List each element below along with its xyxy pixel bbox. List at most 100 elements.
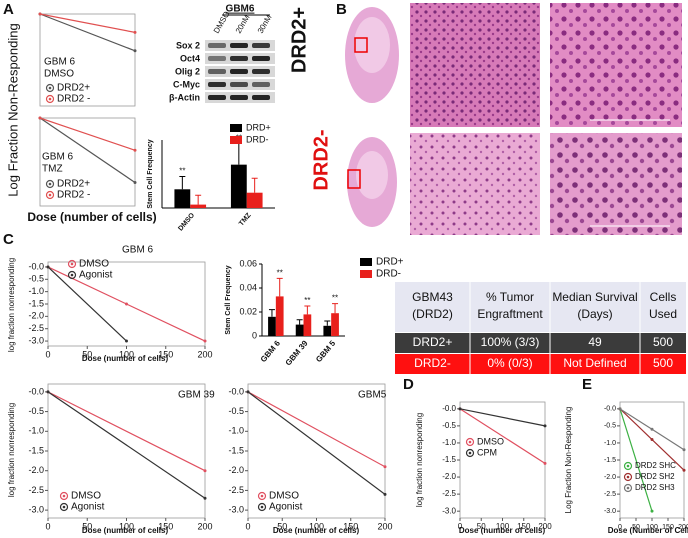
significance: ** bbox=[304, 296, 310, 305]
bar bbox=[268, 316, 276, 336]
series-line bbox=[459, 408, 546, 464]
band bbox=[230, 69, 248, 74]
band bbox=[208, 43, 226, 48]
legend-marker bbox=[45, 94, 55, 104]
legend-label: DMSO bbox=[477, 436, 504, 446]
point bbox=[46, 265, 50, 269]
x-tick-label: 100 bbox=[119, 349, 134, 359]
error-bar bbox=[195, 194, 202, 205]
lane-label: 20nM bbox=[234, 13, 252, 35]
plot-frame bbox=[459, 401, 546, 519]
series-line bbox=[39, 117, 136, 184]
error-bar bbox=[179, 176, 186, 190]
panel-label: C bbox=[3, 231, 14, 248]
row-label: Oct4 bbox=[180, 53, 200, 63]
band bbox=[252, 69, 270, 74]
y-tick-label: 0 bbox=[252, 330, 257, 340]
lane-label: 30nM bbox=[256, 13, 274, 35]
chart: -0.0 -0.5 -1.0 -1.5 -2.0 -2.5 -3.00 50 100 150 200… bbox=[7, 245, 212, 363]
x-tick-label: 0 bbox=[458, 522, 463, 531]
chart: -0.0 -0.5 -1.0 -1.5 -2.0 -2.5 -3.00 50 100 150 200… bbox=[228, 383, 393, 535]
legend-swatch bbox=[230, 136, 242, 144]
point bbox=[133, 49, 137, 53]
x-axis-label: Dose (number of cells) bbox=[459, 526, 546, 535]
legend-label: Agonist bbox=[71, 502, 105, 513]
band bbox=[252, 43, 270, 48]
x-tick-label: 150 bbox=[662, 524, 674, 531]
lane-label: DMSO bbox=[212, 10, 232, 35]
y-tick-label: -1.0 bbox=[442, 438, 456, 447]
y-axis-label: Stem Cell Frequency bbox=[225, 265, 232, 334]
legend-marker-dot bbox=[468, 451, 472, 455]
bar bbox=[303, 314, 312, 336]
point bbox=[650, 427, 654, 431]
chart-title: GBM 6 bbox=[42, 152, 74, 163]
legend-swatch bbox=[360, 258, 372, 266]
x-tick-label: 200 bbox=[197, 521, 212, 531]
error-bar bbox=[268, 309, 275, 317]
x-tick-label: 100 bbox=[646, 524, 658, 531]
x-axis-label: Dose (number of cells) bbox=[273, 526, 360, 535]
x-tick-label: 50 bbox=[477, 522, 486, 531]
x-tick-label: DMSO bbox=[177, 212, 196, 233]
legend-marker-dot bbox=[70, 273, 74, 277]
brain-section-inner bbox=[354, 17, 390, 73]
legend-marker-dot bbox=[260, 505, 264, 509]
header-cell: (Days) bbox=[577, 307, 612, 321]
bar bbox=[275, 296, 284, 336]
legend-marker-dot bbox=[48, 86, 52, 90]
cell: DRD2- bbox=[414, 356, 451, 370]
point bbox=[133, 181, 137, 185]
legend-marker-dot bbox=[48, 182, 52, 186]
legend-label: DRD+ bbox=[246, 122, 271, 132]
legend-marker bbox=[623, 461, 633, 471]
point bbox=[125, 339, 128, 343]
x-tick-label: 100 bbox=[119, 521, 134, 531]
band bbox=[230, 43, 248, 48]
histology-image bbox=[410, 3, 540, 127]
plot-frame bbox=[247, 383, 386, 519]
legend-marker-dot bbox=[70, 262, 74, 266]
y-tick-label: -0.0 bbox=[604, 406, 616, 413]
cell: 100% (3/3) bbox=[481, 335, 540, 349]
x-tick-label: 100 bbox=[496, 522, 510, 531]
x-tick-label: GBM 5 bbox=[314, 338, 338, 364]
row-label: C-Myc bbox=[173, 79, 200, 89]
legend-marker-dot bbox=[468, 440, 472, 444]
panel-label: A bbox=[3, 1, 14, 18]
plot-frame bbox=[47, 383, 206, 519]
legend-marker-dot bbox=[48, 97, 52, 101]
legend-marker-dot bbox=[62, 505, 66, 509]
histology-image bbox=[550, 133, 682, 235]
legend-marker bbox=[45, 83, 55, 93]
panel-label: B bbox=[336, 1, 347, 18]
y-tick-label: -0.0 bbox=[228, 386, 244, 396]
legend-marker-dot bbox=[260, 494, 264, 498]
legend-swatch bbox=[230, 124, 242, 132]
error-bar bbox=[304, 305, 311, 315]
legend-marker bbox=[67, 259, 77, 269]
y-axis-label: Log Fraction Non-Responding bbox=[564, 407, 573, 514]
chart: DMSO**TMZ**DRD+DRD-Stem Cell Frequency bbox=[147, 122, 275, 233]
legend-marker bbox=[45, 179, 55, 189]
x-tick-label: 200 bbox=[678, 524, 688, 531]
series-line bbox=[39, 13, 136, 52]
y-tick-label: -0.5 bbox=[228, 406, 244, 416]
band bbox=[208, 69, 226, 74]
histology-image bbox=[550, 3, 682, 127]
x-tick-label: 50 bbox=[82, 349, 92, 359]
y-tick-label: -2.5 bbox=[228, 485, 244, 495]
y-tick-label: -2.5 bbox=[442, 489, 456, 498]
header-cell: % Tumor bbox=[486, 290, 534, 304]
y-tick-label: 0.02 bbox=[239, 306, 257, 316]
y-tick-label: -1.0 bbox=[28, 426, 44, 436]
series-line bbox=[619, 408, 653, 512]
point bbox=[543, 461, 547, 465]
band bbox=[230, 95, 248, 100]
band bbox=[252, 82, 270, 87]
legend-label: DRD2+ bbox=[57, 83, 90, 94]
legend-marker bbox=[67, 270, 77, 280]
